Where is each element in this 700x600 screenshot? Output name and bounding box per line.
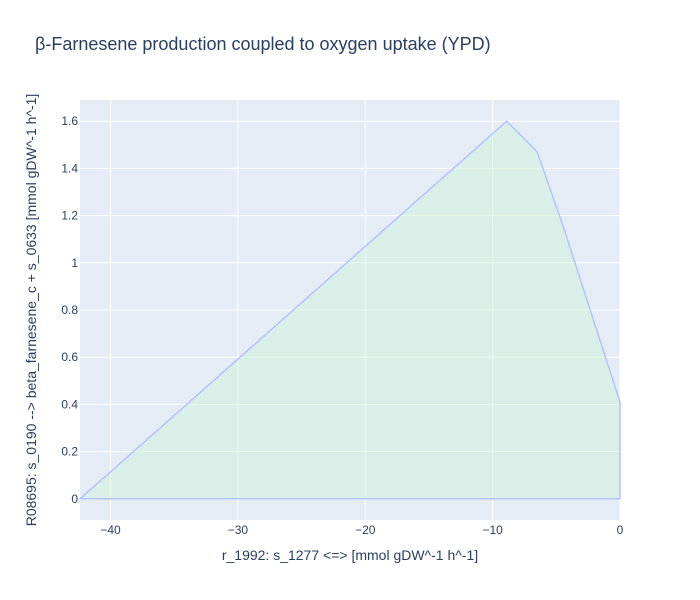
x-tick-label: −10 — [482, 523, 503, 537]
x-tick-label: 0 — [617, 523, 624, 537]
y-tick-label: 1 — [71, 256, 78, 270]
x-axis-title: r_1992: s_1277 <=> [mmol gDW^-1 h^-1] — [222, 547, 478, 563]
y-tick-label: 0.4 — [61, 397, 78, 411]
y-tick-label: 1.6 — [61, 114, 78, 128]
x-tick-labels: −40 −30 −20 −10 0 — [100, 523, 623, 537]
y-tick-labels: 0 0.2 0.4 0.6 0.8 1 1.2 1.4 1.6 — [61, 114, 78, 506]
y-tick-label: 0.8 — [61, 303, 78, 317]
y-tick-label: 1.4 — [61, 161, 78, 175]
y-tick-label: 0.6 — [61, 350, 78, 364]
y-gridlines — [80, 120, 620, 500]
y-axis-title: R08695: s_0190 --> beta_farnesene_c + s_… — [23, 94, 39, 527]
y-tick-label: 0 — [71, 492, 78, 506]
y-tick-label: 1.2 — [61, 209, 78, 223]
feasible-region-outline — [78, 120, 621, 500]
x-tick-label: −30 — [228, 523, 249, 537]
x-tick-label: −40 — [100, 523, 121, 537]
x-tick-label: −20 — [355, 523, 376, 537]
feasible-region-fill — [80, 121, 620, 499]
y-tick-label: 0.2 — [61, 445, 78, 459]
chart-title: β-Farnesene production coupled to oxygen… — [35, 34, 491, 54]
